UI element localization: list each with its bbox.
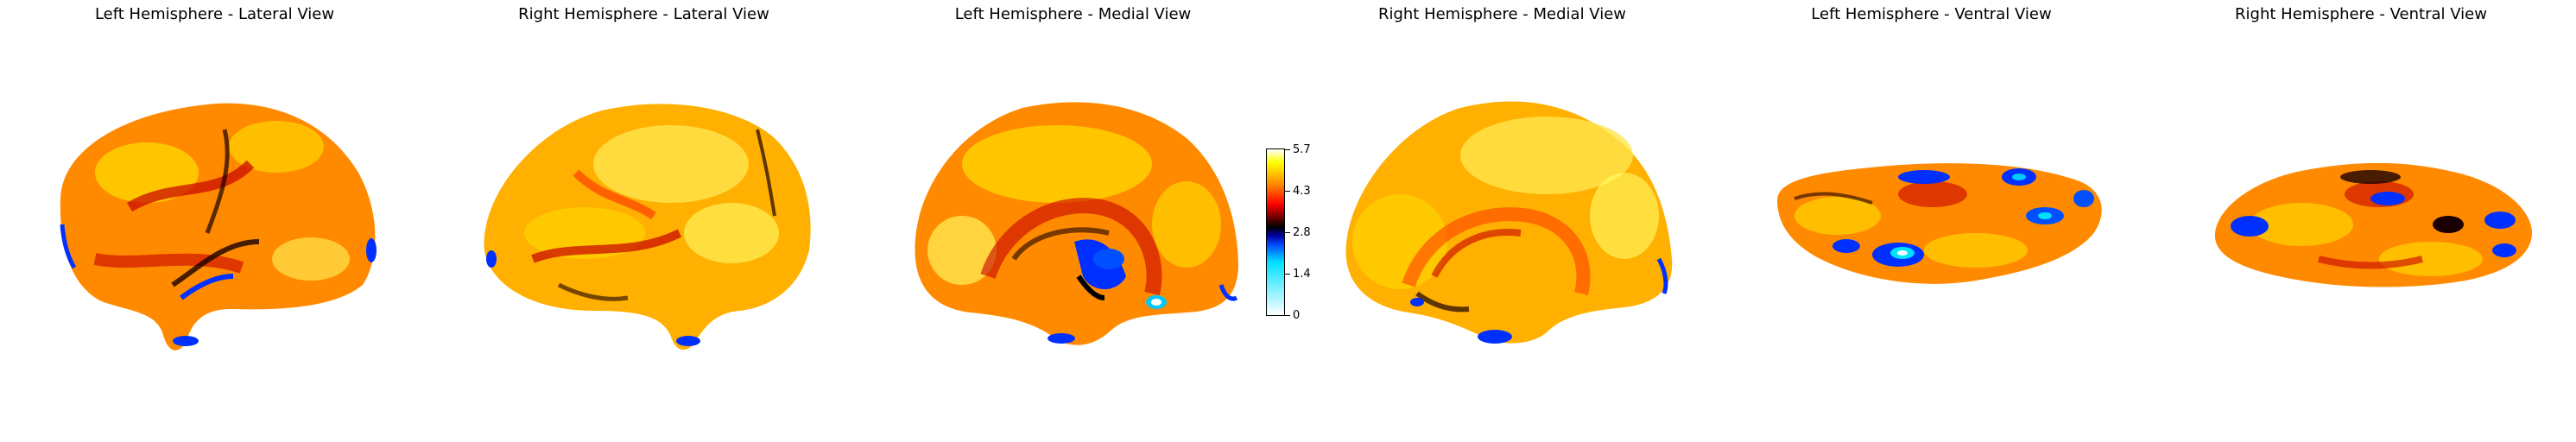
panel-title: Left Hemisphere - Medial View bbox=[954, 5, 1192, 23]
brain-surface-right-medial bbox=[1345, 101, 1673, 344]
brain-surface-left-ventral bbox=[1777, 163, 2102, 284]
colorbar-label: 0 bbox=[1293, 309, 1301, 322]
colorbar-tick bbox=[1285, 315, 1290, 316]
panel-left-lateral: Left Hemisphere - Lateral View bbox=[0, 0, 429, 442]
brain-surface-right-lateral bbox=[484, 104, 811, 350]
brain-surface-right-ventral bbox=[2214, 162, 2533, 287]
panel-right-lateral: Right Hemisphere - Lateral View bbox=[429, 0, 858, 442]
colorbar-label: 4.3 bbox=[1293, 185, 1311, 198]
colorbar-label: 5.7 bbox=[1293, 143, 1311, 156]
panel-left-ventral: Left Hemisphere - Ventral View bbox=[1717, 0, 2146, 442]
colorbar-tick bbox=[1285, 232, 1290, 233]
colorbar-label: 2.8 bbox=[1293, 226, 1311, 239]
colorbar-tick bbox=[1285, 149, 1290, 150]
panel-right-medial: Right Hemisphere - Medial View bbox=[1288, 0, 1717, 442]
panel-right-ventral: Right Hemisphere - Ventral View bbox=[2146, 0, 2576, 442]
colorbar-tick bbox=[1285, 274, 1290, 275]
brain-surface-left-lateral bbox=[60, 103, 377, 350]
panel-title: Right Hemisphere - Ventral View bbox=[2235, 5, 2487, 23]
panel-left-medial: Left Hemisphere - Medial View bbox=[858, 0, 1288, 442]
colorbar bbox=[1266, 148, 1285, 316]
panel-title: Left Hemisphere - Lateral View bbox=[94, 5, 335, 23]
panel-title: Left Hemisphere - Ventral View bbox=[1811, 5, 2052, 23]
colorbar-label: 1.4 bbox=[1293, 268, 1311, 281]
panel-title: Right Hemisphere - Medial View bbox=[1377, 5, 1627, 23]
panel-title: Right Hemisphere - Lateral View bbox=[518, 5, 769, 23]
brain-surface-left-medial bbox=[915, 102, 1238, 345]
colorbar-tick bbox=[1285, 191, 1290, 192]
